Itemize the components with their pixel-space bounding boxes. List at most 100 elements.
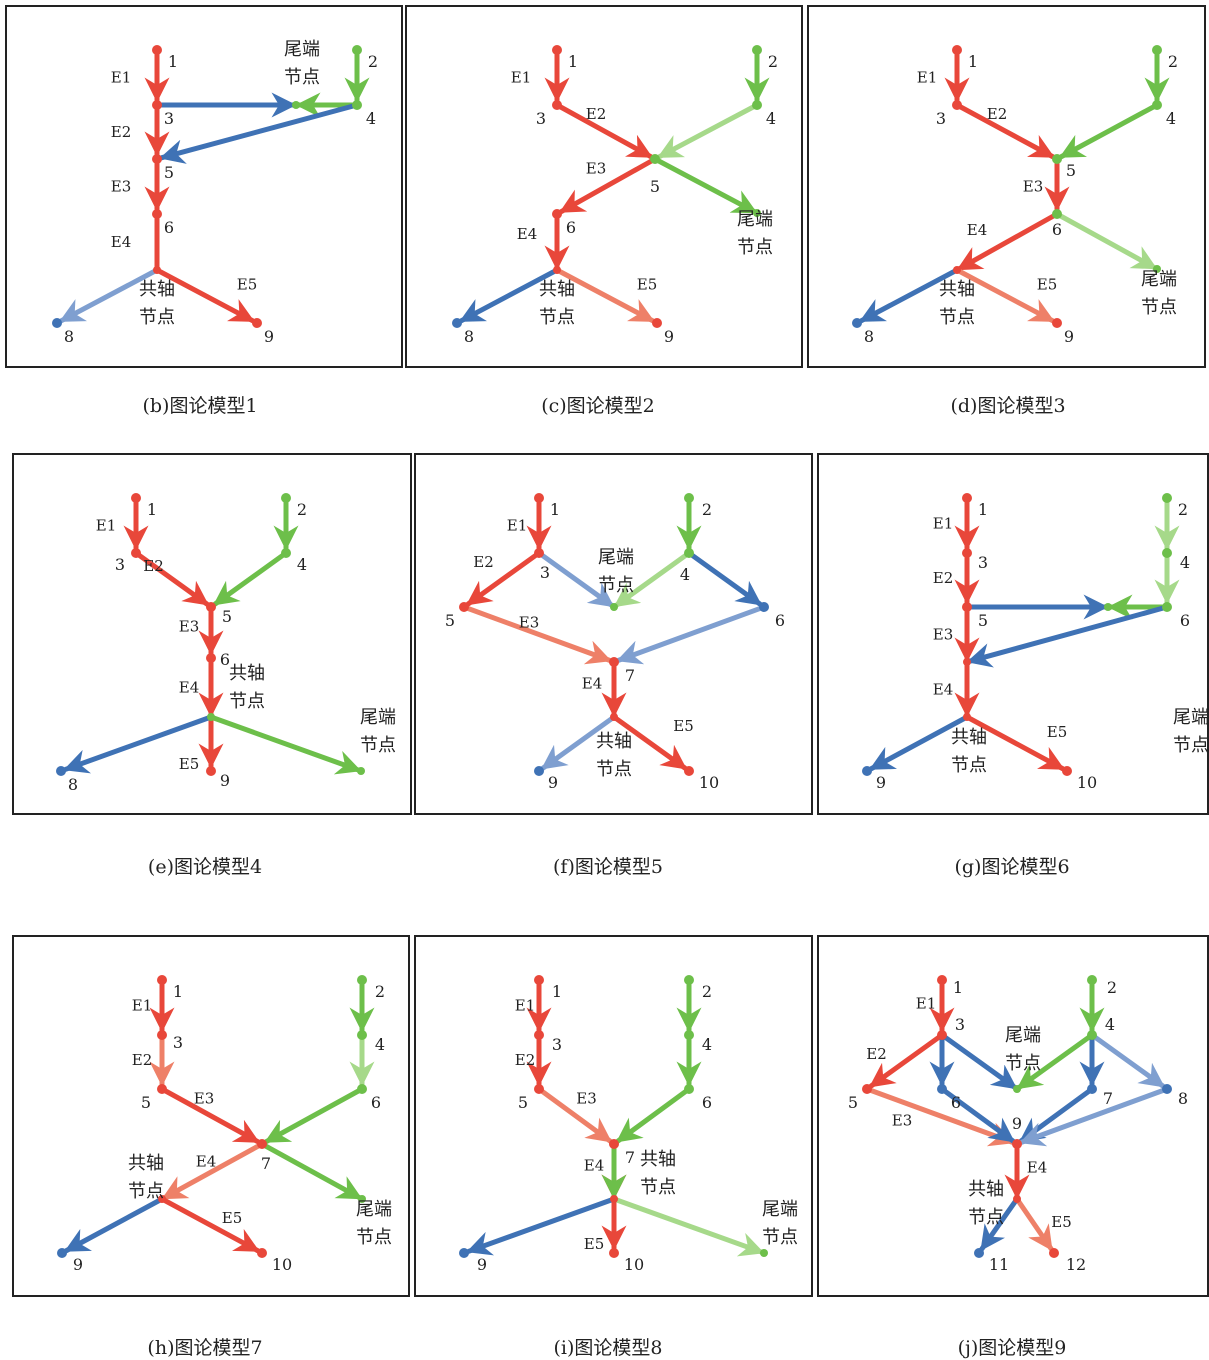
node-10 (257, 1248, 267, 1258)
node-label-5: 5 (141, 1093, 151, 1112)
coaxial-node-label: 共轴节点 (539, 279, 575, 328)
node-6 (1052, 209, 1062, 219)
node-label-5: 5 (1066, 161, 1076, 180)
node-9 (652, 318, 662, 328)
edge-label-e1: E1 (511, 69, 532, 87)
junction-dot (1104, 603, 1112, 611)
node-5 (534, 1084, 544, 1094)
node-label-4: 4 (702, 1035, 712, 1054)
edge-link (966, 604, 1170, 668)
node-12 (1049, 1248, 1059, 1258)
node-1 (157, 975, 167, 985)
node-5 (862, 1084, 872, 1094)
node-label-10: 10 (1077, 773, 1097, 792)
edge-link (611, 1196, 765, 1257)
node-label-9: 9 (73, 1255, 83, 1274)
edge-link (63, 1196, 165, 1254)
edge-label-e1: E1 (917, 69, 938, 87)
coaxial-node-label: 共轴节点 (139, 279, 175, 328)
node-4 (1087, 1030, 1097, 1040)
node-2 (1087, 975, 1097, 985)
node-3 (962, 548, 972, 558)
node-label-6: 6 (775, 611, 785, 630)
edge-label-e2: E2 (987, 105, 1008, 123)
edge-label-e5: E5 (1037, 276, 1058, 294)
caption-e: (e)图论模型4 (147, 856, 263, 878)
node-label-8: 8 (1178, 1089, 1188, 1108)
edge-label-e4: E4 (933, 681, 954, 699)
node-label-1: 1 (953, 978, 963, 997)
edge-e3 (558, 156, 658, 215)
edge-label-e3: E3 (179, 618, 200, 636)
caption-c: (c)图论模型2 (541, 395, 655, 417)
junction-dot (357, 767, 365, 775)
caption-j: (j)图论模型9 (957, 1337, 1067, 1359)
graph-svg-e: E1 E2 E3 E4 E5 1 2 3 4 5 6 8 9 尾端节点 共轴节点 (56, 493, 396, 794)
node-6 (152, 209, 162, 219)
edge-e5 (554, 267, 656, 324)
edge-label-e5: E5 (1047, 723, 1068, 741)
node-2 (352, 45, 362, 55)
node-1 (152, 45, 162, 55)
edge-label-e3: E3 (892, 1112, 913, 1130)
coaxial-node-label: 共轴节点 (968, 1179, 1004, 1228)
edge-label-e3: E3 (1023, 178, 1044, 196)
tail-node-label: 尾端节点 (762, 1199, 798, 1248)
graph-panel-j: E1 E2 E3 E4 E5 1 2 3 4 5 6 7 8 9 11 12 尾端节点 共轴节点 (817, 935, 1209, 1297)
node-label-7: 7 (1103, 1089, 1113, 1108)
caption-i: (i)图论模型8 (553, 1337, 663, 1359)
caption-f: (f)图论模型5 (553, 856, 663, 878)
edge-label-e4: E4 (967, 221, 988, 239)
node-label-11: 11 (989, 1255, 1009, 1274)
edge-link (615, 1086, 692, 1144)
edge-link (979, 1196, 1020, 1252)
caption-h: (h)图论模型7 (147, 1337, 263, 1359)
edge-e2 (868, 1032, 945, 1089)
node-label-2: 2 (1168, 52, 1178, 71)
node-7 (257, 1139, 267, 1149)
edge-label-e5: E5 (584, 1235, 605, 1253)
node-4 (684, 548, 694, 558)
edge-label-e2: E2 (132, 1051, 153, 1069)
node-9 (862, 766, 872, 776)
edge-link (686, 550, 763, 607)
node-label-6: 6 (164, 218, 174, 237)
graph-panel-c: E1 E2 E3 E4 E5 1 2 3 4 5 6 8 9 尾端节点 共轴节点 (405, 5, 803, 368)
graph-panel-e: E1 E2 E3 E4 E5 1 2 3 4 5 6 8 9 尾端节点 共轴节点 (12, 453, 412, 815)
node-label-2: 2 (375, 982, 385, 1001)
node-label-1: 1 (147, 500, 157, 519)
node-label-5: 5 (650, 177, 660, 196)
node-4 (352, 100, 362, 110)
node-label-9: 9 (477, 1255, 487, 1274)
graph-panel-d: E1 E2 E3 E4 E5 1 2 3 4 5 6 8 9 尾端节点 共轴节点 (807, 5, 1206, 368)
node-label-3: 3 (173, 1033, 183, 1052)
edge-label-e4: E4 (196, 1153, 217, 1171)
node-6 (1162, 602, 1172, 612)
node-9 (1052, 318, 1062, 328)
edge-label-e3: E3 (519, 614, 540, 632)
edge-label-e5: E5 (637, 276, 658, 294)
node-label-4: 4 (766, 109, 776, 128)
node-2 (357, 975, 367, 985)
node-label-3: 3 (552, 1035, 562, 1054)
node-label-3: 3 (115, 555, 125, 574)
node-label-1: 1 (550, 500, 560, 519)
edge-link (159, 102, 360, 164)
node-label-10: 10 (624, 1255, 644, 1274)
edge-link (1054, 211, 1158, 271)
graph-panel-f: E1 E2 E3 E4 E5 1 2 3 4 5 6 7 9 10 尾端节点 共轴节点 (414, 453, 813, 815)
edge-link (263, 1086, 365, 1145)
node-label-4: 4 (1180, 553, 1190, 572)
edge-e3 (159, 1086, 261, 1145)
tail-node-label: 尾端节点 (1141, 269, 1177, 318)
node-3 (534, 548, 544, 558)
node-3 (552, 100, 562, 110)
node-label-4: 4 (366, 109, 376, 128)
edge-label-e2: E2 (933, 569, 954, 587)
coaxial-node-label: 共轴节点 (640, 1149, 676, 1198)
node-1 (952, 45, 962, 55)
edge-link (1019, 1086, 1170, 1147)
node-9 (252, 318, 262, 328)
edge-label-e1: E1 (132, 997, 153, 1015)
